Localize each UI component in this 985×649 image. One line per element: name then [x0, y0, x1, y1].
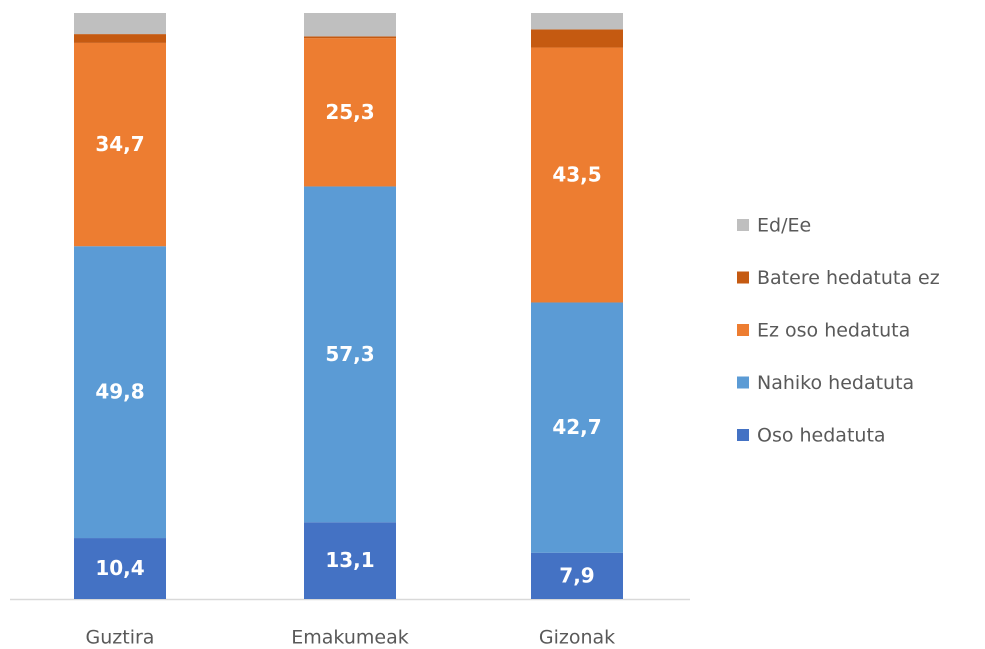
- data-label: 25,3: [325, 100, 374, 124]
- data-label: 57,3: [325, 342, 374, 366]
- bar-segment: [304, 186, 396, 523]
- data-label: 42,7: [552, 415, 601, 439]
- bar-segment: [304, 522, 396, 599]
- bar-segment: [304, 13, 396, 37]
- data-label: 13,1: [325, 548, 374, 572]
- bar-segment: [531, 13, 623, 30]
- x-tick-label: Guztira: [86, 627, 155, 649]
- legend-label: Nahiko hedatuta: [757, 372, 914, 394]
- legend-label: Ez oso hedatuta: [757, 320, 910, 342]
- bar-segment: [74, 246, 166, 539]
- data-label: 43,5: [552, 163, 601, 187]
- legend-label: Oso hedatuta: [757, 425, 886, 447]
- legend-swatch: [737, 219, 749, 231]
- bar-segment: [74, 13, 166, 35]
- legend-swatch: [737, 429, 749, 441]
- data-label: 34,7: [95, 132, 144, 156]
- bar-segment: [74, 34, 166, 43]
- bar-segment: [74, 42, 166, 247]
- bar-segment: [74, 538, 166, 599]
- bar-segment: [304, 36, 396, 39]
- legend-swatch: [737, 271, 749, 284]
- legend-label: Ed/Ee: [757, 215, 811, 237]
- bar-segment: [531, 47, 623, 303]
- legend-label: Batere hedatuta ez: [757, 267, 940, 289]
- x-tick-label: Emakumeak: [291, 627, 408, 649]
- data-label: 7,9: [559, 563, 594, 587]
- bar-segment: [531, 29, 623, 48]
- legend-swatch: [737, 376, 749, 389]
- data-label: 10,4: [95, 556, 144, 580]
- legend-swatch: [737, 324, 749, 336]
- bar-segment: [531, 552, 623, 599]
- data-label: 49,8: [95, 380, 144, 404]
- bar-segment: [304, 38, 396, 187]
- bar-segment: [531, 302, 623, 553]
- x-tick-label: Gizonak: [539, 627, 615, 649]
